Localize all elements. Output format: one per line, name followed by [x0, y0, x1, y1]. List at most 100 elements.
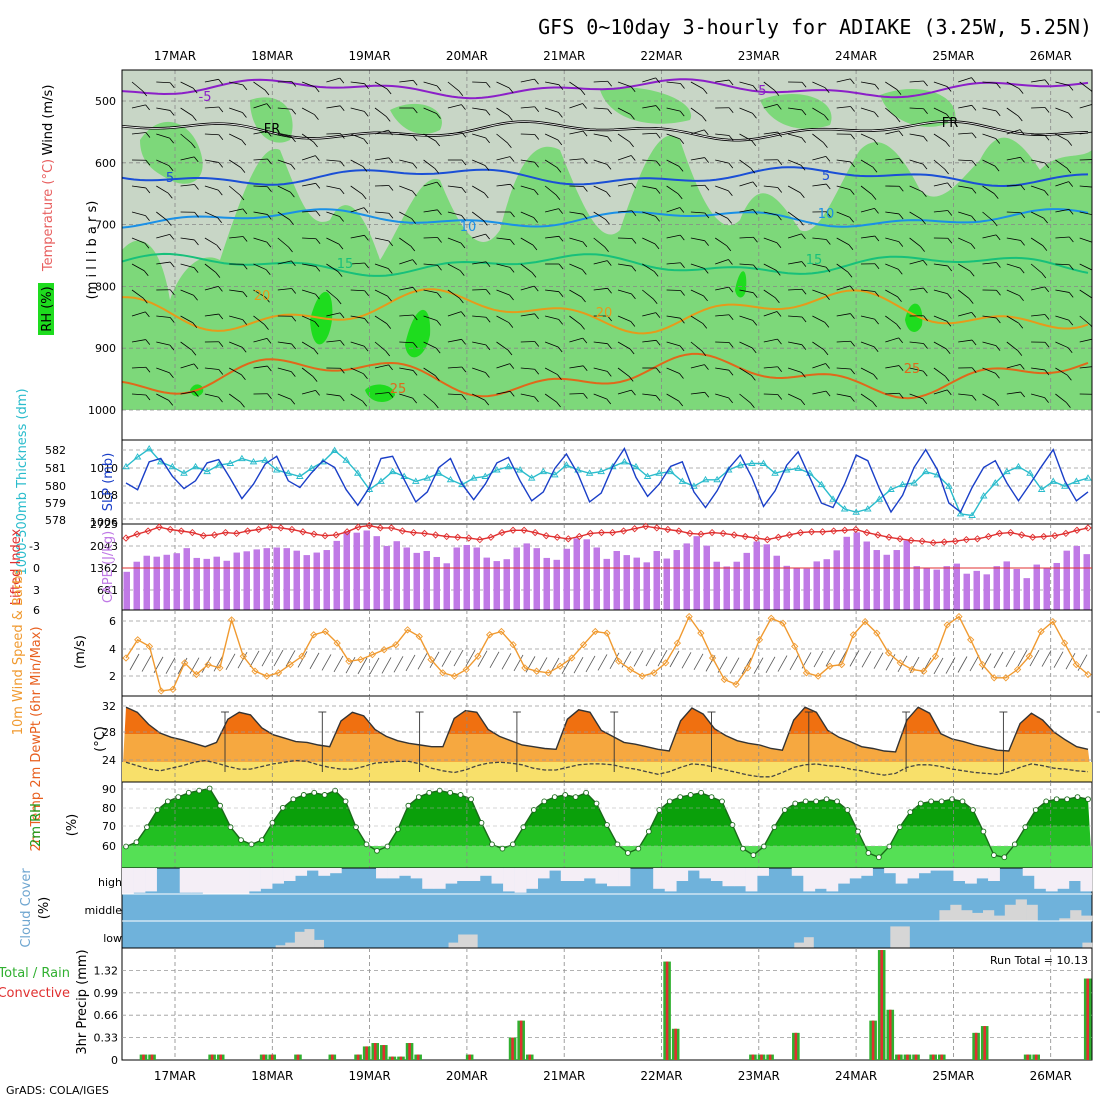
wind-barb-feather	[485, 261, 491, 268]
cloud-bar	[304, 929, 315, 948]
wind-barb	[423, 81, 438, 87]
wind10m-line-point	[251, 667, 259, 675]
wind-barb-feather	[947, 182, 952, 189]
wind-barb-feather	[801, 372, 806, 378]
thickness-tick-label: 580	[45, 480, 66, 493]
rh-line-point	[687, 792, 694, 798]
wind-barb	[131, 339, 146, 343]
wind-barb-feather	[628, 376, 634, 382]
wind-barb	[447, 263, 461, 271]
thickness-line-point	[759, 459, 768, 466]
wind-barb-feather	[631, 389, 636, 396]
wind-barb-feather	[291, 108, 297, 115]
cape-bar	[133, 561, 140, 610]
thickness-line-point	[342, 456, 351, 463]
precip-frame	[121, 947, 1093, 1061]
wind10m-barb	[1041, 650, 1052, 667]
wind-barb	[326, 77, 340, 83]
wind-barb-feather	[218, 79, 223, 85]
cloud-clear-bar	[803, 868, 816, 892]
wind-barb-feather	[823, 349, 829, 356]
wind10m-line-point	[1072, 660, 1080, 669]
wind-barb-feather	[242, 208, 248, 215]
rh-line-point	[311, 789, 318, 796]
rh-line-point	[677, 794, 684, 800]
rh-line-point	[917, 800, 924, 807]
pressure-axis-label: (m i l l i b a r s)	[85, 201, 100, 300]
wind-barb	[399, 393, 413, 399]
wind-barb-feather	[412, 107, 418, 114]
thickness-line-point	[261, 456, 269, 463]
wind-barb	[350, 185, 363, 195]
wind-barb	[253, 185, 268, 188]
wind-barb-feather	[1094, 367, 1098, 372]
wind-barb-feather	[218, 313, 224, 320]
wind-barb	[909, 237, 921, 247]
rh-line-point	[405, 802, 412, 809]
wind-barb-feather	[1093, 104, 1097, 109]
wind-barb-feather	[193, 267, 199, 273]
cloud-bar	[1070, 910, 1082, 921]
cape-bar	[463, 544, 470, 610]
wind-barb-feather	[145, 215, 150, 221]
wind10m-line-point	[286, 660, 294, 669]
wind-barb-feather	[801, 344, 807, 350]
lifted-index-line-point	[1018, 531, 1026, 539]
wind-barb	[229, 236, 244, 239]
wind10m-barb	[789, 653, 800, 671]
wind-barb-feather	[728, 286, 734, 293]
wind-barb-feather	[557, 374, 562, 380]
wind-barb	[1031, 133, 1046, 136]
wind10m-line-point	[415, 632, 423, 641]
wind-barb-feather	[922, 370, 928, 377]
wind-barb	[958, 211, 972, 217]
cape-bar	[393, 541, 400, 610]
wind-barb-feather	[315, 210, 321, 217]
wind-barb	[715, 259, 729, 265]
wind-barb	[472, 233, 486, 239]
cape-bar	[793, 568, 800, 610]
wind-barb-feather	[1069, 236, 1074, 243]
wind-barb	[885, 107, 897, 118]
wind-barb-feather	[992, 220, 998, 227]
wind10m-barb	[1053, 651, 1064, 668]
wind-barb-feather	[534, 134, 540, 140]
wind10m-barb	[465, 649, 476, 667]
wind-barb-feather	[655, 105, 661, 111]
wind10m-line-point	[650, 669, 658, 677]
wind-barb-feather	[194, 239, 199, 246]
lifted-index-line-point	[818, 528, 827, 536]
bottom-date-label: 26MAR	[1030, 1069, 1072, 1083]
wind-barb-feather	[556, 167, 562, 173]
cape-bar	[603, 558, 610, 610]
temp2m-axis-label: 2m Temp 2m DewPt (6hr Min/Max)	[29, 626, 44, 851]
wind-barb-feather	[728, 135, 734, 141]
precip-convective-bar	[331, 1054, 334, 1060]
thickness-line-point	[435, 469, 443, 476]
wind-barb-feather	[728, 259, 733, 265]
wind-barb-feather	[144, 242, 150, 249]
wind-barb-feather	[946, 389, 952, 396]
wind-barb	[788, 107, 803, 111]
wind-barb-feather	[580, 324, 585, 330]
bottom-date-label: 24MAR	[835, 1069, 877, 1083]
wind10m-line-point	[462, 665, 470, 674]
lifted-index-line-point	[896, 535, 904, 543]
bottom-date-label: 19MAR	[349, 1069, 391, 1083]
wind-barb	[666, 341, 681, 347]
cloud-clear-bar	[710, 868, 723, 881]
wind-barb	[350, 289, 365, 292]
bottom-date-label: 25MAR	[932, 1069, 974, 1083]
wind-barb	[1079, 338, 1092, 343]
wind-barb	[666, 393, 679, 402]
rh-line-point	[248, 841, 255, 848]
lifted-index-line-point	[995, 529, 1004, 538]
wind10m-line-point	[345, 657, 353, 665]
temp2m-tick-label: 28	[102, 726, 116, 739]
wind-barb	[1079, 289, 1092, 298]
wind-barb-feather	[266, 214, 272, 220]
lifted-index-line-point	[177, 527, 185, 535]
wind-barb-feather	[922, 260, 928, 266]
lifted-index-line-point	[376, 524, 384, 532]
lifted-index-line-point	[299, 528, 307, 536]
